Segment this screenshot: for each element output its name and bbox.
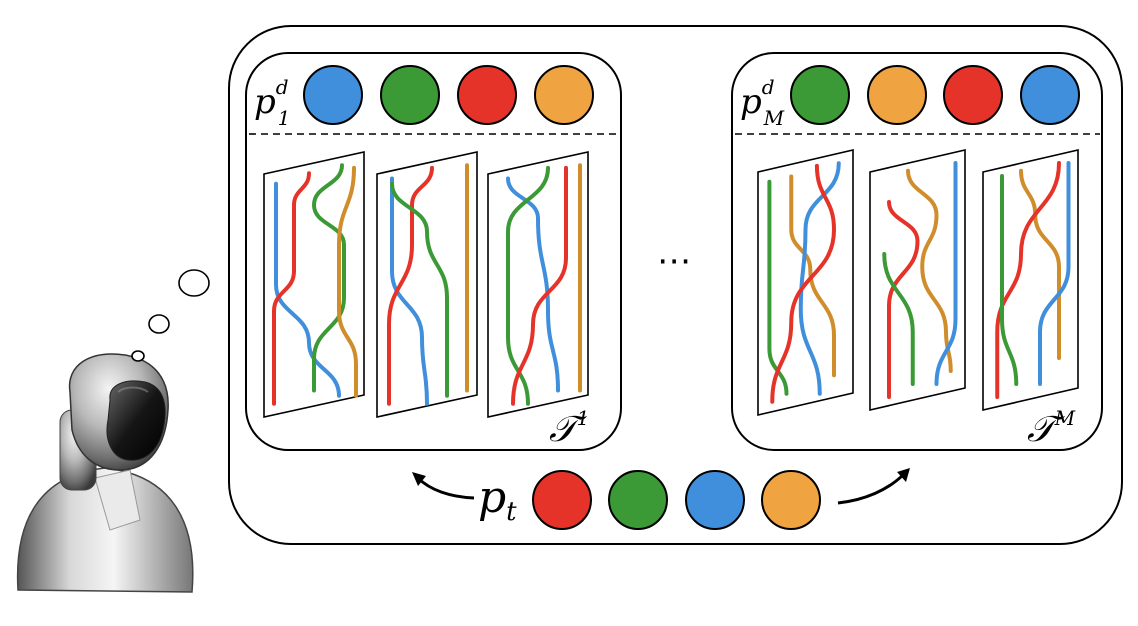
group-m-preference-circles	[790, 65, 1080, 125]
t-circle-orange	[761, 470, 821, 530]
gm-circle-green	[790, 65, 850, 125]
target-label: pt	[478, 472, 517, 527]
group-1-trajectories	[263, 151, 589, 418]
g1-trajectory-2	[376, 151, 478, 418]
g1-trajectory-3	[487, 151, 589, 418]
target-preference-circles	[532, 470, 821, 530]
group-m-label: pd M	[740, 75, 785, 130]
t-circle-green	[608, 470, 668, 530]
g1-circle-blue	[303, 65, 363, 125]
gm-circle-red	[943, 65, 1003, 125]
right-arrow-head	[897, 468, 910, 482]
t-circle-red	[532, 470, 592, 530]
ellipsis: ⋯	[657, 241, 691, 281]
g1-circle-green	[380, 65, 440, 125]
t-circle-blue	[685, 470, 745, 530]
gm-trajectory-3	[982, 148, 1079, 412]
gm-trajectory-2	[869, 148, 966, 412]
thought-bubble-icon	[131, 269, 210, 362]
gm-circle-orange	[867, 65, 927, 125]
gm-trajectory-1	[757, 148, 854, 417]
left-arrow-head	[412, 472, 426, 486]
group-1-label: pd 1	[254, 75, 290, 130]
robot-icon	[16, 353, 194, 593]
g1-circle-orange	[534, 65, 594, 125]
g1-circle-red	[457, 65, 517, 125]
g1-trajectory-1	[263, 151, 365, 418]
group-1-preference-circles	[303, 65, 594, 125]
group-m-trajectories	[757, 148, 1079, 417]
right-arrow-icon	[837, 472, 906, 505]
gm-circle-blue	[1020, 65, 1080, 125]
group-m-caption: 𝒯M	[1027, 406, 1076, 450]
